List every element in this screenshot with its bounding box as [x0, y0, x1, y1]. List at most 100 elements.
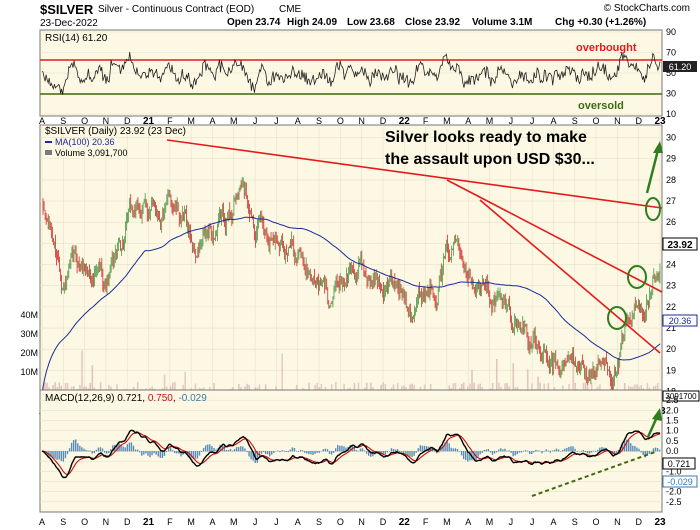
macd-hist-bar — [586, 451, 589, 454]
month-label: M — [187, 116, 195, 126]
price-tick-label: 23 — [666, 281, 676, 291]
month-label: M — [230, 517, 238, 527]
volume-bar — [526, 369, 529, 400]
copyright-label: © StockCharts.com — [604, 3, 690, 14]
volume-tick-label: 40M — [20, 310, 38, 320]
macd-hist-bar — [176, 451, 178, 454]
macd-hist-bar — [355, 450, 358, 452]
macd-hist-bar — [429, 446, 432, 452]
macd-hist-bar — [361, 448, 364, 452]
macd-hist-bar — [407, 451, 409, 456]
macd-hist-bar — [508, 450, 510, 452]
macd-hist-bar — [625, 439, 628, 452]
macd-hist-bar — [485, 449, 488, 452]
macd-hist-bar — [72, 440, 75, 452]
macd-hist-bar — [572, 446, 574, 452]
macd-hist-bar — [566, 447, 568, 452]
macd-hist-bar — [167, 447, 170, 452]
macd-hist-bar — [514, 451, 516, 456]
month-label: O — [81, 116, 88, 126]
breakout-circle-2 — [627, 265, 647, 289]
macd-hist-bar — [277, 450, 279, 452]
macd-hist-bar — [442, 445, 444, 452]
price-last-tag: 23.92 — [667, 240, 692, 251]
rsi-tick-label: 90 — [666, 27, 676, 37]
macd-hist-bar — [487, 448, 490, 452]
volume-tick-label: 20M — [20, 348, 38, 358]
macd-hist-bar — [634, 446, 636, 452]
month-label: N — [358, 517, 365, 527]
price-tick-label: 21 — [666, 323, 676, 333]
month-label: N — [614, 517, 621, 527]
macd-hist-bar — [555, 448, 558, 452]
macd-tick-label: 0.0 — [666, 446, 679, 456]
macd-hist-bar — [301, 450, 304, 452]
macd-hist-bar — [128, 442, 131, 452]
macd-hist-bar — [419, 445, 422, 452]
macd-hist-bar — [83, 448, 85, 452]
macd-hist-bar — [215, 449, 217, 452]
symbol-description: Silver - Continuous Contract (EOD) — [98, 4, 254, 15]
close-label: Close 23.92 — [405, 17, 460, 28]
volume-bar — [163, 374, 166, 400]
macd-hist-bar — [349, 445, 351, 452]
month-label: S — [572, 116, 578, 126]
macd-hist-bar — [337, 444, 339, 452]
macd-hist-bar — [559, 451, 562, 452]
macd-hist-bar — [141, 451, 143, 456]
macd-tick-label: -2.0 — [666, 487, 682, 497]
macd-hist-bar — [211, 446, 213, 452]
macd-hist-bar — [417, 448, 419, 452]
macd-hist-bar — [434, 450, 436, 452]
macd-tick-label: 1.0 — [666, 426, 679, 436]
macd-hist-bar — [452, 448, 455, 452]
macd-hist-bar — [260, 451, 263, 454]
macd-hist-bar — [599, 447, 601, 452]
month-label: 22 — [399, 116, 411, 127]
macd-hist-bar — [93, 451, 95, 454]
macd-hist-bar — [318, 451, 320, 453]
macd-hist-bar — [359, 448, 362, 452]
price-tick-label: 29 — [666, 154, 676, 164]
macd-hist-bar — [498, 449, 500, 452]
macd-hist-bar — [227, 449, 230, 452]
macd-hist-bar — [75, 439, 77, 452]
macd-hist-bar — [132, 445, 135, 452]
macd-hist-bar — [640, 451, 642, 453]
macd-hist-bar — [483, 450, 485, 452]
volume-label: Volume 3.1M — [472, 17, 532, 28]
macd-hist-bar — [314, 451, 316, 454]
macd-hist-bar — [343, 446, 345, 452]
month-label: F — [423, 517, 429, 527]
overbought-label: overbought — [576, 42, 637, 54]
month-label: M — [486, 116, 494, 126]
symbol-title: $SILVER — [40, 2, 94, 17]
month-label: M — [230, 116, 238, 126]
macd-hist-bar — [450, 447, 452, 452]
price-tick-label: 19 — [666, 365, 676, 375]
macd-hist-bar — [531, 451, 533, 454]
macd-hist-bar — [163, 451, 166, 456]
month-label: A — [209, 116, 215, 126]
macd-hist-bar — [522, 450, 525, 452]
macd-hist-bar — [398, 451, 401, 453]
macd-hist-bar — [582, 449, 585, 452]
rsi-last-tag: 61.20 — [669, 62, 692, 72]
macd-hist-bar — [405, 451, 407, 454]
annotation-line-2: the assault upon USD $30... — [385, 151, 595, 168]
macd-hist-bar — [283, 450, 285, 452]
macd-hist-bar — [357, 450, 360, 452]
price-candles — [42, 177, 661, 393]
macd-hist-bar — [469, 451, 471, 461]
macd-hist-bar — [136, 449, 139, 452]
rsi-tick-label: 30 — [666, 89, 676, 99]
macd-hist-bar — [134, 449, 137, 452]
macd-hist-bar — [262, 451, 265, 453]
macd-hist-bar — [489, 451, 492, 453]
month-label: D — [124, 116, 131, 126]
month-label: O — [337, 116, 344, 126]
macd-hist-bar — [54, 451, 56, 459]
macd-hist-bar — [353, 446, 355, 452]
macd-hist-bar — [52, 451, 54, 459]
month-label: J — [530, 517, 535, 527]
